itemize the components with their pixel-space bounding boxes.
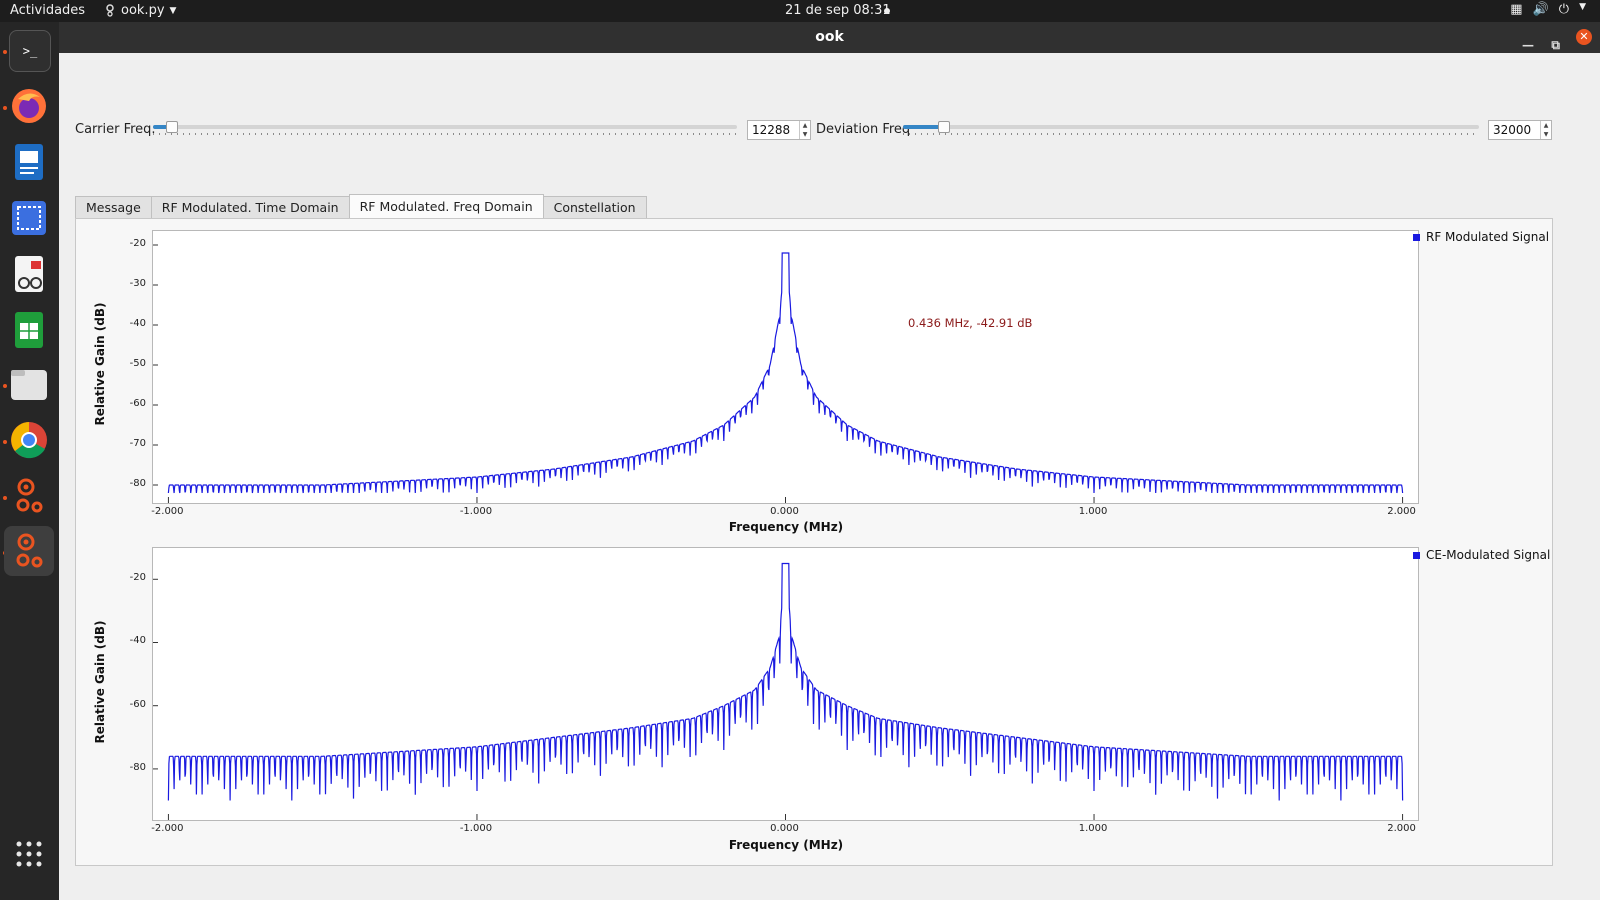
ce-legend-label: CE-Modulated Signal xyxy=(1426,548,1551,562)
firefox-icon[interactable] xyxy=(9,86,49,126)
deviation-slider-fill xyxy=(903,125,944,129)
rf-legend-label: RF Modulated Signal xyxy=(1426,230,1550,244)
spin-arrows-icon[interactable]: ▲ ▼ xyxy=(1540,121,1551,139)
y-tick-label: -40 xyxy=(129,635,146,647)
activities-button[interactable]: Actividades xyxy=(10,3,86,18)
tab-message[interactable]: Message xyxy=(75,196,152,218)
writer-icon[interactable] xyxy=(9,142,49,182)
y-tick-label: -70 xyxy=(129,438,146,449)
deviation-freq-spinbox[interactable]: 32000 ▲ ▼ xyxy=(1488,120,1552,140)
deviation-freq-label: Deviation Freq xyxy=(816,122,911,137)
y-tick-label: -20 xyxy=(129,572,146,584)
document-viewer-icon[interactable] xyxy=(9,254,49,294)
x-tick-label: 0.000 xyxy=(770,506,799,517)
legend-swatch xyxy=(1413,233,1420,241)
x-tick-label: 1.000 xyxy=(1078,506,1108,517)
y-tick-label: -40 xyxy=(129,318,146,329)
y-tick-label: -50 xyxy=(129,358,146,369)
running-indicator xyxy=(3,496,7,500)
x-tick-label: -1.000 xyxy=(459,823,493,834)
x-tick-label: 1.000 xyxy=(1078,823,1108,834)
carrier-freq-value: 12288 xyxy=(752,123,791,137)
x-tick-label: -1.000 xyxy=(459,506,493,517)
calc-icon[interactable] xyxy=(9,310,49,350)
network-icon: ▦ xyxy=(1510,2,1523,17)
system-tray[interactable]: ▦ 🔊 ⏻ ▼ xyxy=(1510,2,1586,17)
top-bar: Actividades ook.py ▼ 21 de sep 08:31 ▦ 🔊… xyxy=(0,0,1600,22)
running-indicator xyxy=(3,50,7,54)
chrome-icon[interactable] xyxy=(9,420,49,460)
title-bar[interactable]: ook — ⧉ ✕ xyxy=(59,22,1600,53)
y-tick-label: -60 xyxy=(129,698,146,710)
app-menu-label: ook.py xyxy=(121,3,165,18)
ce-x-axis-label: Frequency (MHz) xyxy=(728,838,844,852)
y-tick-label: -80 xyxy=(129,478,146,489)
carrier-freq-label: Carrier Freq. xyxy=(75,122,156,137)
notification-dot xyxy=(884,8,890,14)
rf-y-axis-label: Relative Gain (dB) xyxy=(93,302,107,426)
running-indicator xyxy=(3,440,7,444)
y-tick-label: -80 xyxy=(129,761,146,773)
x-tick-label: -2.000 xyxy=(151,506,184,517)
series-line-ce-modulated xyxy=(167,562,1404,801)
x-tick-label: 2.000 xyxy=(1387,823,1416,834)
y-tick-label: -20 xyxy=(129,238,146,249)
app-window: ook — ⧉ ✕ Carrier Freq. 12288 ▲ ▼ Deviati… xyxy=(59,22,1600,900)
deviation-freq-value: 32000 xyxy=(1493,123,1532,137)
files-icon[interactable] xyxy=(9,364,49,404)
gnuradio-icon[interactable] xyxy=(9,476,49,516)
clock[interactable]: 21 de sep 08:31 xyxy=(785,3,891,18)
app-menu[interactable]: ook.py ▼ xyxy=(104,3,176,18)
y-tick-label: -30 xyxy=(129,278,146,289)
cursor-readout: 0.436 MHz, -42.91 dB xyxy=(908,316,1033,330)
running-indicator xyxy=(3,384,7,388)
window-title: ook xyxy=(815,29,844,45)
ce-legend[interactable]: CE-Modulated Signal xyxy=(1413,548,1550,562)
carrier-slider-handle[interactable] xyxy=(165,121,178,133)
deviation-freq-slider[interactable] xyxy=(903,121,1479,135)
ce-y-axis-label: Relative Gain (dB) xyxy=(93,620,107,744)
carrier-freq-spinbox[interactable]: 12288 ▲ ▼ xyxy=(747,120,811,140)
x-tick-label: -2.000 xyxy=(151,823,184,834)
tab-rf-freq-domain[interactable]: RF Modulated. Freq Domain xyxy=(348,194,544,218)
tab-bar: Message RF Modulated. Time Domain RF Mod… xyxy=(75,194,647,218)
carrier-slider-fill xyxy=(153,125,171,129)
rf-legend[interactable]: RF Modulated Signal xyxy=(1413,230,1549,244)
minimize-button[interactable]: — xyxy=(1522,38,1534,52)
carrier-freq-slider[interactable] xyxy=(153,121,737,135)
chevron-down-icon: ▼ xyxy=(1579,2,1586,12)
rf-spectrum-plot[interactable] xyxy=(152,230,1419,504)
gnuradio-active-icon[interactable] xyxy=(4,526,54,576)
series-line-rf-modulated xyxy=(167,252,1404,494)
x-tick-label: 0.000 xyxy=(770,823,799,834)
tab-rf-time-domain[interactable]: RF Modulated. Time Domain xyxy=(150,196,350,218)
deviation-slider-handle[interactable] xyxy=(938,121,951,133)
deviation-slider-ticks xyxy=(903,133,1479,135)
power-icon: ⏻ xyxy=(1558,2,1570,17)
gnuradio-icon xyxy=(106,4,114,17)
legend-swatch xyxy=(1413,551,1420,559)
dock: >_ xyxy=(0,22,59,900)
close-button[interactable]: ✕ xyxy=(1576,29,1592,45)
tab-constellation[interactable]: Constellation xyxy=(542,196,647,218)
rf-spectrum-canvas[interactable] xyxy=(153,231,1418,503)
terminal-icon[interactable]: >_ xyxy=(9,30,51,72)
show-apps-icon[interactable] xyxy=(9,834,49,874)
maximize-button[interactable]: ⧉ xyxy=(1551,38,1560,52)
rf-x-axis-label: Frequency (MHz) xyxy=(728,520,844,534)
screenshot-icon[interactable] xyxy=(9,198,49,238)
volume-icon: 🔊 xyxy=(1532,2,1549,17)
x-tick-label: 2.000 xyxy=(1387,506,1416,517)
tab-panel: -20 -30 -40 -50 -60 -70 -80 -2.000 -1.000 0.000 1… xyxy=(75,218,1553,866)
y-tick-label: -60 xyxy=(129,398,146,409)
running-indicator xyxy=(3,106,7,110)
ce-spectrum-canvas[interactable] xyxy=(153,548,1418,820)
chevron-down-icon: ▼ xyxy=(169,5,177,16)
carrier-slider-ticks xyxy=(153,133,737,135)
spin-arrows-icon[interactable]: ▲ ▼ xyxy=(799,121,810,139)
ce-spectrum-plot[interactable] xyxy=(152,547,1419,821)
